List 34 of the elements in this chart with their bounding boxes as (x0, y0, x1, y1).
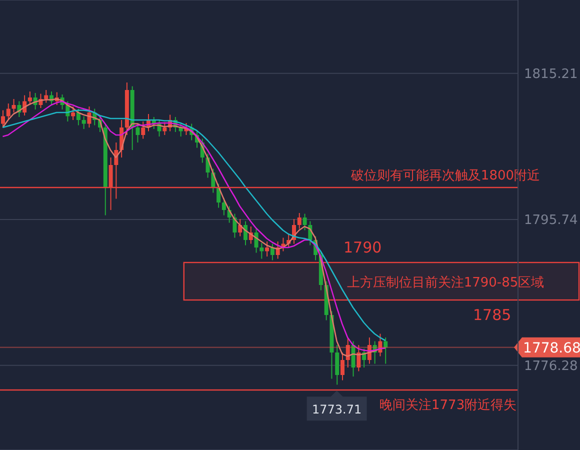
candlestick (141, 121, 146, 140)
candlestick (1, 110, 5, 128)
candlestick (12, 98, 16, 113)
candlestick (136, 123, 140, 143)
candlestick (82, 116, 86, 130)
candlestick (71, 106, 76, 120)
band-label: 上方压制位目前关注1790-85区域 (346, 274, 544, 290)
candlestick (260, 242, 264, 260)
candlestick (6, 103, 10, 120)
y-tick-label: 1815.21 (524, 67, 578, 82)
candlestick (335, 344, 340, 386)
ref-line-label: 1778.68 (523, 340, 580, 356)
candlestick (162, 122, 167, 136)
candlestick (87, 106, 92, 128)
candlestick (384, 337, 388, 364)
annotation: 1790 (344, 238, 382, 256)
candlestick (270, 243, 274, 261)
annotation: 1773.71 (312, 402, 362, 417)
candlestick (44, 90, 48, 104)
candlestick (346, 337, 350, 368)
candlestick (28, 91, 32, 106)
y-tick-label: 1776.28 (524, 359, 578, 374)
ref-line-label: 晚间关注1773附近得失 (380, 398, 517, 413)
candlestick (222, 198, 226, 216)
candlestick (297, 212, 302, 230)
candlestick (351, 340, 356, 377)
candlestick (356, 344, 361, 372)
text: 1785 (473, 306, 512, 324)
y-tick-label: 1795.74 (524, 213, 578, 228)
candlestick (340, 352, 344, 381)
candlestick (302, 213, 307, 231)
candlestick (254, 228, 258, 254)
candlestick (265, 241, 270, 257)
candlestick (76, 108, 80, 126)
